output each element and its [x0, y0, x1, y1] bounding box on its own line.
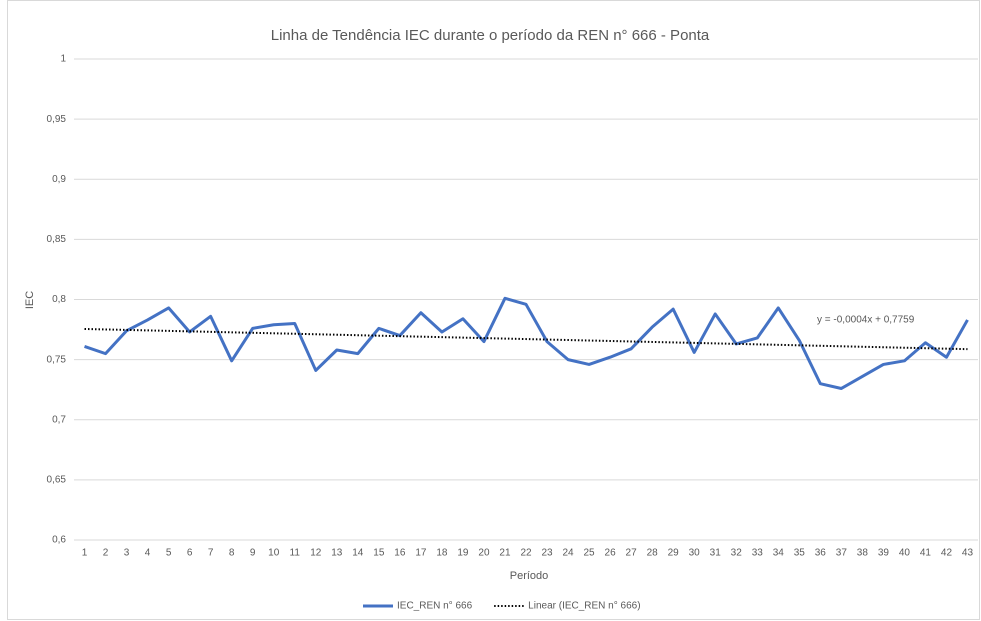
- x-tick-label: 4: [145, 548, 151, 559]
- x-tick-label: 7: [208, 548, 214, 559]
- x-tick-label: 3: [124, 548, 130, 559]
- y-tick-label: 0,95: [47, 114, 67, 125]
- x-tick-label: 17: [415, 548, 427, 559]
- x-tick-label: 6: [187, 548, 193, 559]
- legend-label: IEC_REN n° 666: [397, 601, 473, 612]
- y-tick-label: 0,8: [52, 294, 66, 305]
- chart-title: Linha de Tendência IEC durante o período…: [271, 27, 710, 44]
- x-tick-label: 8: [229, 548, 235, 559]
- x-tick-label: 32: [731, 548, 743, 559]
- x-tick-label: 30: [689, 548, 701, 559]
- x-tick-label: 36: [815, 548, 827, 559]
- y-axis-label: IEC: [24, 291, 36, 309]
- x-tick-label: 12: [310, 548, 322, 559]
- x-tick-label: 24: [562, 548, 574, 559]
- x-tick-label: 34: [773, 548, 785, 559]
- x-tick-label: 42: [941, 548, 953, 559]
- chart-border: [7, 0, 980, 620]
- x-tick-label: 14: [352, 548, 364, 559]
- y-tick-label: 0,65: [47, 475, 67, 486]
- x-tick-label: 11: [290, 548, 301, 559]
- x-tick-label: 25: [584, 548, 596, 559]
- x-tick-label: 41: [920, 548, 932, 559]
- x-axis-label: Período: [510, 570, 549, 582]
- data-line: [84, 327, 968, 351]
- x-tick-label: 37: [836, 548, 848, 559]
- x-tick-label: 26: [605, 548, 617, 559]
- x-tick-label: 29: [668, 548, 680, 559]
- y-tick-label: 0,6: [52, 535, 66, 546]
- x-tick-label: 33: [752, 548, 764, 559]
- x-tick-label: 1: [82, 548, 88, 559]
- x-tick-label: 27: [626, 548, 638, 559]
- data-line: [84, 296, 969, 390]
- x-tick-label: 31: [710, 548, 722, 559]
- x-tick-label: 21: [499, 548, 511, 559]
- y-tick-label: 1: [60, 54, 66, 65]
- x-tick-label: 28: [647, 548, 659, 559]
- y-tick-label: 0,75: [47, 354, 67, 365]
- y-tick-label: 0,9: [52, 174, 66, 185]
- x-tick-label: 9: [250, 548, 256, 559]
- x-tick-label: 22: [520, 548, 532, 559]
- x-tick-label: 13: [331, 548, 343, 559]
- annotation: y = -0,0004x + 0,7759: [817, 315, 915, 326]
- x-tick-label: 2: [103, 548, 109, 559]
- x-tick-label: 18: [436, 548, 448, 559]
- x-tick-label: 16: [394, 548, 406, 559]
- legend-label: Linear (IEC_REN n° 666): [528, 601, 640, 612]
- x-tick-label: 39: [878, 548, 890, 559]
- y-tick-label: 0,7: [52, 414, 66, 425]
- x-tick-label: 43: [962, 548, 974, 559]
- x-tick-label: 5: [166, 548, 172, 559]
- x-tick-label: 10: [268, 548, 280, 559]
- x-tick-label: 35: [794, 548, 806, 559]
- x-tick-label: 23: [541, 548, 553, 559]
- x-tick-label: 20: [478, 548, 490, 559]
- x-tick-label: 40: [899, 548, 911, 559]
- x-tick-label: 19: [457, 548, 469, 559]
- x-tick-label: 15: [373, 548, 385, 559]
- x-tick-label: 38: [857, 548, 869, 559]
- y-tick-label: 0,85: [47, 234, 67, 245]
